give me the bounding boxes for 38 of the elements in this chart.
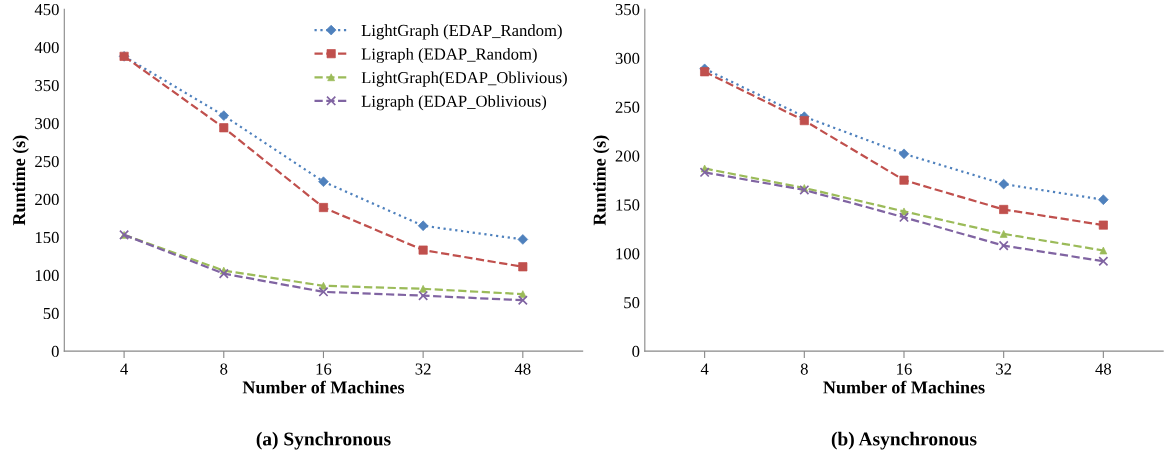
y-tick-label: 350 [35,79,59,92]
text: (b) Asynchronous [831,431,977,450]
y-tick-label: 100 [35,269,59,282]
y-tick-label: 150 [616,199,640,211]
x-tick-label: 4 [700,363,709,375]
y-tick-label: 400 [34,41,59,54]
y-tick-label: 150 [35,231,59,244]
y-tick-label: 50 [43,307,59,320]
legend-label: Ligraph (EDAP_Oblivious) [361,95,547,111]
y-tick-label: 250 [615,101,640,113]
x-tick-label: 48 [514,363,531,375]
x-tick-label: 48 [1095,363,1112,375]
x-axis-title: Number of Machines [823,380,985,394]
x-tick-label: 8 [800,363,808,375]
x-tick-label: 32 [996,363,1012,375]
y-tick-label: 300 [35,117,59,130]
y-tick-label: 300 [615,52,640,65]
x-tick-label: 16 [897,363,912,375]
x-tick-label: 4 [120,363,129,375]
y-tick-label: 100 [616,248,640,260]
x-tick-label: 16 [316,363,332,375]
legend-label: LightGraph(EDAP_Oblivious) [361,71,567,87]
y-axis-title: Runtime (s) [593,135,610,226]
x-tick-label: 32 [415,363,431,375]
y-tick-label: 450 [34,3,59,16]
legend-label: LightGraph (EDAP_Random) [361,24,562,40]
y-axis-title: Runtime (s) [12,135,29,226]
x-axis-title: Number of Machines [242,380,405,394]
y-tick-label: 200 [35,193,59,206]
y-tick-label: 350 [615,3,640,16]
y-tick-label: 0 [51,345,59,358]
y-tick-label: 50 [624,296,640,309]
text: (a) Synchronous [256,431,391,450]
x-tick-label: 8 [220,363,228,375]
y-tick-label: 200 [615,150,640,162]
y-tick-label: 0 [632,345,640,358]
legend-label: Ligraph (EDAP_Random) [361,47,537,64]
y-tick-label: 250 [35,155,59,168]
